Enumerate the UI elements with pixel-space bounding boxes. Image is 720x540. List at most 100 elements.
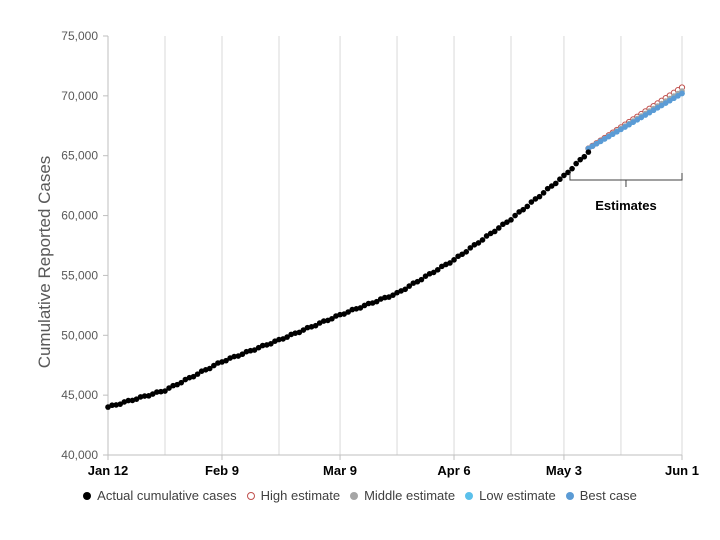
point-actual-cumulative-cases (459, 251, 465, 258)
legend-item: High estimate (246, 488, 341, 503)
legend-marker-icon (83, 491, 92, 500)
point-actual-cumulative-cases (483, 233, 490, 239)
legend-label: High estimate (260, 488, 341, 503)
point-actual-cumulative-cases (312, 322, 319, 329)
point-actual-cumulative-cases (418, 276, 425, 283)
point-actual-cumulative-cases (284, 334, 290, 340)
point-actual-cumulative-cases (141, 393, 148, 399)
point-actual-cumulative-cases (365, 300, 372, 307)
point-best-case (675, 93, 681, 99)
point-actual-cumulative-cases (154, 389, 160, 395)
point-actual-cumulative-cases (516, 209, 522, 215)
point-best-case (601, 136, 608, 142)
point-actual-cumulative-cases (406, 283, 413, 289)
y-tick-label: 40,000 (61, 448, 98, 462)
point-actual-cumulative-cases (536, 193, 543, 200)
point-actual-cumulative-cases (463, 249, 470, 255)
point-actual-cumulative-cases (373, 298, 380, 305)
legend-item: Middle estimate (350, 488, 455, 503)
estimates-bracket (569, 173, 683, 187)
grid (107, 36, 683, 455)
point-actual-cumulative-cases (548, 183, 555, 189)
point-best-case (589, 143, 596, 149)
point-actual-cumulative-cases (569, 165, 575, 172)
point-actual-cumulative-cases (109, 402, 115, 409)
x-tick-label: Feb 9 (205, 463, 239, 478)
point-actual-cumulative-cases (178, 379, 185, 386)
point-actual-cumulative-cases (496, 225, 502, 231)
y-tick-label: 75,000 (61, 29, 98, 43)
point-actual-cumulative-cases (430, 269, 437, 276)
estimates-label: Estimates (595, 198, 656, 213)
point-actual-cumulative-cases (190, 373, 197, 380)
y-tick-label: 55,000 (61, 268, 98, 282)
point-actual-cumulative-cases (162, 388, 168, 394)
point-actual-cumulative-cases (300, 327, 307, 333)
point-actual-cumulative-cases (422, 273, 429, 279)
point-actual-cumulative-cases (390, 292, 396, 298)
estimates-annotation: Estimates (569, 173, 683, 213)
point-actual-cumulative-cases (508, 217, 514, 223)
point-actual-cumulative-cases (382, 294, 388, 301)
point-actual-cumulative-cases (239, 351, 246, 358)
point-best-case (671, 95, 677, 102)
legend-marker-icon (246, 491, 255, 500)
point-actual-cumulative-cases (557, 176, 563, 183)
point-best-case (597, 138, 604, 145)
legend: Actual cumulative cases High estimate Midd… (0, 488, 720, 503)
point-actual-cumulative-cases (268, 340, 274, 347)
point-best-case (634, 117, 641, 123)
point-actual-cumulative-cases (223, 357, 229, 364)
point-actual-cumulative-cases (133, 396, 140, 402)
x-tick-label: Jun 1 (665, 463, 699, 478)
point-actual-cumulative-cases (166, 385, 172, 391)
legend-label: Middle estimate (364, 488, 456, 503)
x-tick-label: Apr 6 (437, 463, 470, 478)
x-tick-label: May 3 (546, 463, 582, 478)
point-best-case (593, 140, 600, 147)
point-actual-cumulative-cases (577, 156, 584, 163)
x-tick-label: Jan 12 (88, 463, 128, 478)
point-best-case (618, 126, 624, 133)
point-best-case (646, 109, 653, 116)
point-actual-cumulative-cases (540, 190, 547, 196)
legend-marker-icon (565, 491, 574, 500)
point-best-case (622, 124, 628, 130)
x-tick-label: Mar 9 (323, 463, 357, 478)
point-best-case (662, 100, 669, 106)
point-actual-cumulative-cases (561, 172, 567, 179)
point-actual-cumulative-cases (573, 160, 579, 167)
point-best-case (642, 112, 649, 118)
point-actual-cumulative-cases (532, 196, 539, 202)
point-actual-cumulative-cases (512, 212, 518, 219)
point-actual-cumulative-cases (553, 180, 559, 187)
point-actual-cumulative-cases (125, 397, 132, 404)
point-best-case (666, 97, 673, 104)
legend-label: Low estimate (479, 488, 556, 503)
point-actual-cumulative-cases (475, 240, 482, 246)
point-actual-cumulative-cases (402, 286, 408, 293)
point-actual-cumulative-cases (491, 228, 498, 235)
point-actual-cumulative-cases (585, 149, 592, 155)
point-actual-cumulative-cases (329, 315, 335, 322)
point-actual-cumulative-cases (479, 237, 486, 243)
point-best-case (638, 114, 645, 121)
tick-labels: 40,000 45,000 50,000 55,000 60,000 65,000 70,0… (61, 29, 699, 478)
point-actual-cumulative-cases (194, 371, 201, 377)
point-actual-cumulative-cases (520, 206, 527, 213)
point-best-case (679, 90, 685, 97)
point-actual-cumulative-cases (345, 309, 351, 315)
point-actual-cumulative-cases (296, 329, 303, 336)
point-actual-cumulative-cases (504, 219, 510, 225)
y-tick-label: 50,000 (61, 328, 98, 342)
point-best-case (609, 131, 616, 137)
point-best-case (658, 102, 665, 109)
point-best-case (630, 119, 636, 125)
legend-label: Best case (579, 488, 637, 503)
point-actual-cumulative-cases (231, 353, 237, 360)
point-actual-cumulative-cases (206, 365, 213, 372)
point-actual-cumulative-cases (447, 260, 453, 266)
point-actual-cumulative-cases (337, 311, 343, 318)
point-actual-cumulative-cases (251, 347, 258, 353)
